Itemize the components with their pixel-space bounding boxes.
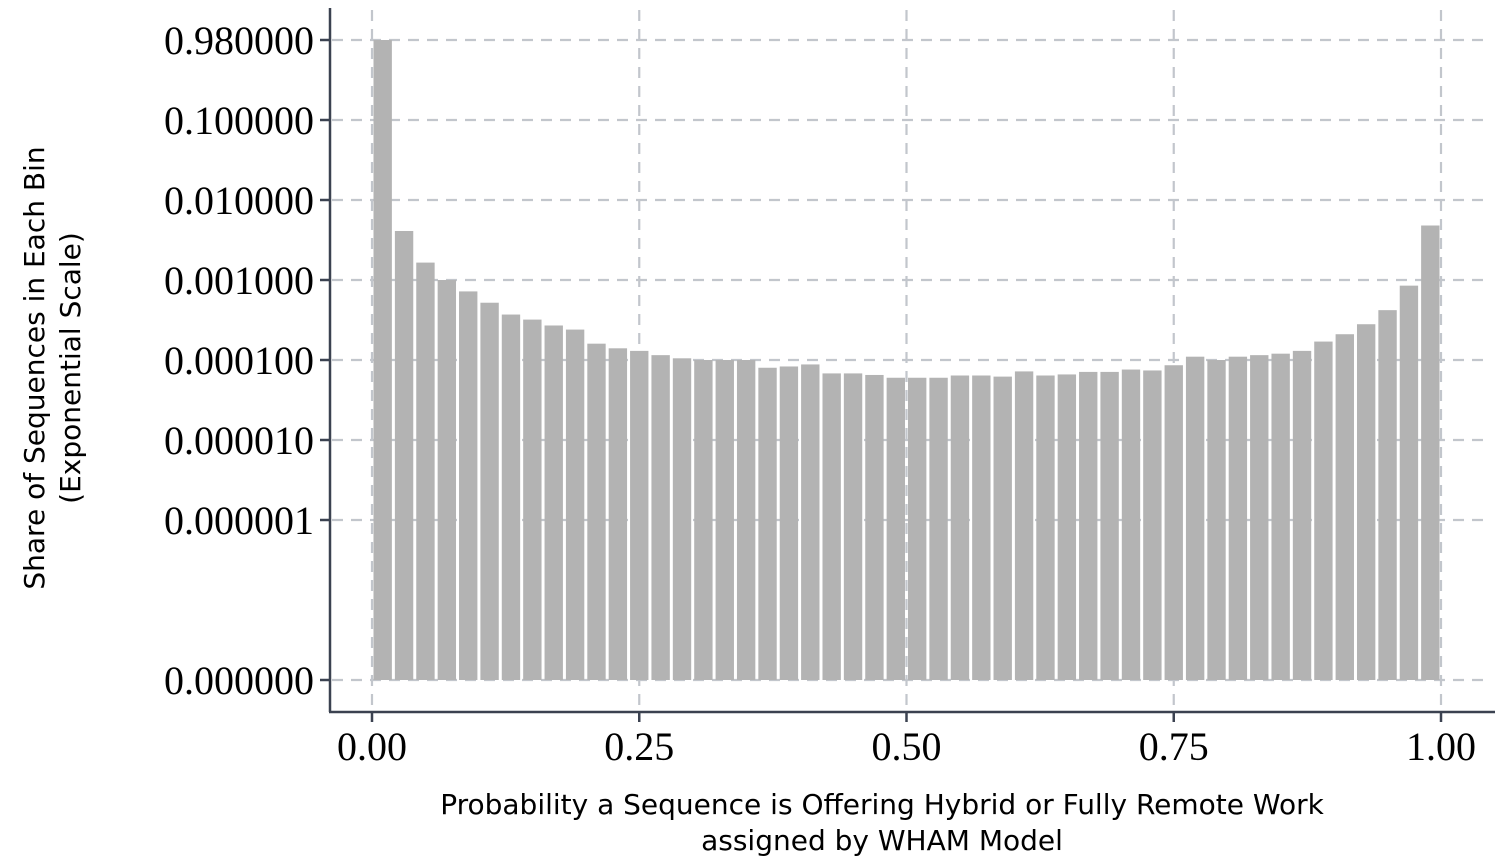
bar: [801, 364, 819, 680]
bar: [1229, 357, 1247, 680]
y-tick-label: 0.980000: [164, 18, 314, 63]
bar: [1100, 372, 1118, 680]
bar: [523, 320, 541, 680]
bar: [951, 376, 969, 680]
bar: [844, 373, 862, 680]
y-tick-label: 0.000100: [164, 338, 314, 383]
x-axis-label: Probability a Sequence is Offering Hybri…: [440, 788, 1324, 821]
bar: [822, 373, 840, 680]
y-tick-label: 0.000010: [164, 418, 314, 463]
bar: [502, 315, 520, 680]
bar: [1058, 374, 1076, 680]
bar: [780, 366, 798, 680]
y-axis-label-line: (Exponential Scale): [54, 232, 87, 504]
bar: [887, 378, 905, 680]
x-tick-label: 0.75: [1139, 724, 1209, 769]
bar: [994, 377, 1012, 680]
bar: [374, 40, 392, 680]
bar: [480, 303, 498, 680]
bar: [673, 358, 691, 680]
y-ticks: 0.980000 0.100000 0.010000 0.001000 0.000100…: [164, 18, 330, 703]
y-axis-label: Share of Sequences in Each Bin (Exponenti…: [18, 146, 87, 589]
bar: [1293, 351, 1311, 680]
bar: [1378, 310, 1396, 680]
bar: [609, 348, 627, 680]
y-tick-label: 0.001000: [164, 258, 314, 303]
bar: [1036, 376, 1054, 680]
x-ticks: 0.00 0.25 0.50 0.75 1.00: [337, 712, 1476, 769]
bar: [459, 291, 477, 680]
bar: [1314, 342, 1332, 680]
bar: [1336, 334, 1354, 680]
bar: [865, 375, 883, 680]
bar: [758, 368, 776, 680]
bar: [630, 351, 648, 680]
bar: [1271, 354, 1289, 680]
bar: [1421, 226, 1439, 680]
y-axis-label-line: Share of Sequences in Each Bin: [18, 146, 51, 589]
bar: [1143, 370, 1161, 680]
x-tick-label: 0.50: [872, 724, 942, 769]
bar: [929, 378, 947, 680]
y-tick-label: 0.100000: [164, 98, 314, 143]
bar: [1186, 357, 1204, 680]
bar: [651, 355, 669, 680]
bar: [694, 360, 712, 680]
bar: [1079, 372, 1097, 680]
bar: [1207, 360, 1225, 680]
bar: [1250, 355, 1268, 680]
x-axis-label: assigned by WHAM Model: [701, 824, 1063, 857]
bar: [1357, 324, 1375, 680]
bar: [737, 360, 755, 680]
bar: [545, 325, 563, 680]
y-tick-label: 0.000001: [164, 498, 314, 543]
bar: [416, 263, 434, 680]
bar: [395, 231, 413, 680]
y-tick-label: 0.000000: [164, 658, 314, 703]
bar: [1165, 365, 1183, 680]
bar: [908, 378, 926, 680]
x-tick-label: 0.00: [337, 724, 407, 769]
bar: [716, 360, 734, 680]
bar: [1400, 286, 1418, 680]
bar: [438, 280, 456, 680]
x-tick-label: 1.00: [1406, 724, 1476, 769]
bar: [1122, 370, 1140, 680]
bar: [587, 344, 605, 680]
y-tick-label: 0.010000: [164, 178, 314, 223]
bar: [972, 376, 990, 680]
x-tick-label: 0.25: [604, 724, 674, 769]
bar: [566, 330, 584, 680]
bar: [1015, 371, 1033, 680]
